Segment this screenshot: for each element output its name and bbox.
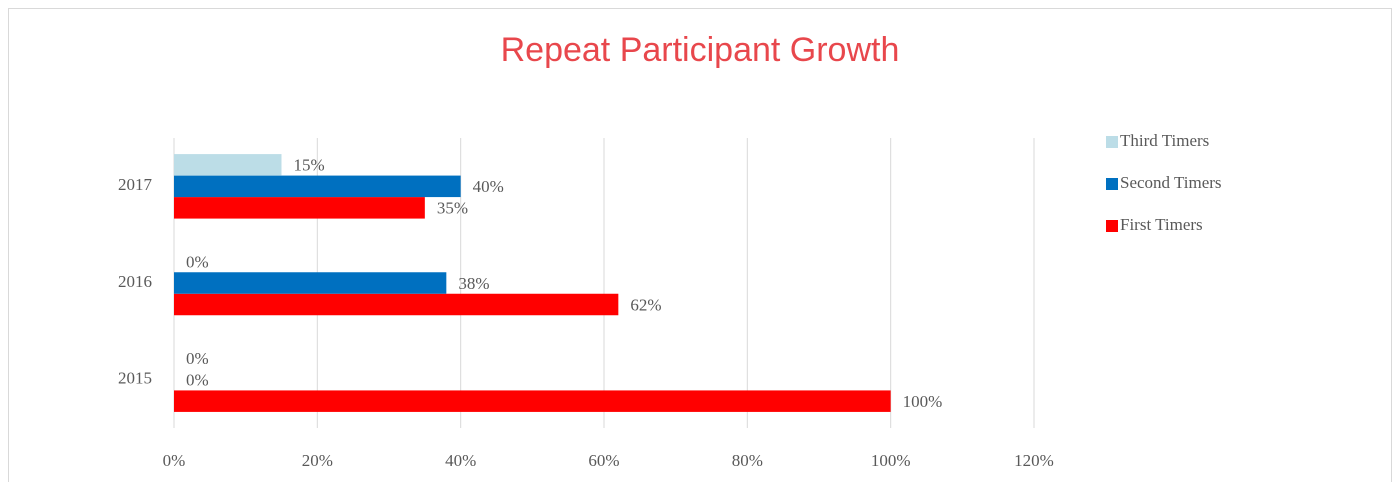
bar: [174, 154, 282, 176]
x-tick-label: 40%: [445, 451, 476, 470]
chart-title: Repeat Participant Growth: [501, 31, 900, 69]
data-label: 35%: [437, 199, 468, 218]
x-tick-label: 100%: [871, 451, 911, 470]
x-tick-label: 20%: [302, 451, 333, 470]
data-label: 0%: [186, 371, 209, 390]
x-tick-label: 120%: [1014, 451, 1054, 470]
bar: [174, 293, 619, 316]
data-label: 0%: [186, 349, 209, 368]
x-tick-label: 80%: [732, 451, 763, 470]
bar: [174, 175, 461, 198]
x-tick-label: 60%: [588, 451, 619, 470]
x-tick-label: 0%: [163, 451, 186, 470]
data-label: 38%: [458, 274, 489, 293]
data-label: 0%: [186, 252, 209, 271]
y-tick-label: 2015: [118, 369, 152, 388]
data-label: 40%: [473, 177, 504, 196]
y-tick-label: 2017: [118, 175, 153, 194]
legend-swatch: [1106, 136, 1118, 148]
data-label: 62%: [630, 295, 661, 314]
y-tick-label: 2016: [118, 272, 152, 291]
bar: [174, 272, 447, 294]
data-label: 15%: [294, 156, 325, 175]
data-label: 100%: [903, 392, 943, 411]
legend-swatch: [1106, 220, 1118, 232]
bar: [174, 390, 891, 412]
legend-label: Third Timers: [1120, 131, 1209, 150]
legend-label: First Timers: [1120, 215, 1203, 234]
bar: [174, 197, 425, 219]
legend-swatch: [1106, 178, 1118, 190]
legend-label: Second Timers: [1120, 173, 1222, 192]
